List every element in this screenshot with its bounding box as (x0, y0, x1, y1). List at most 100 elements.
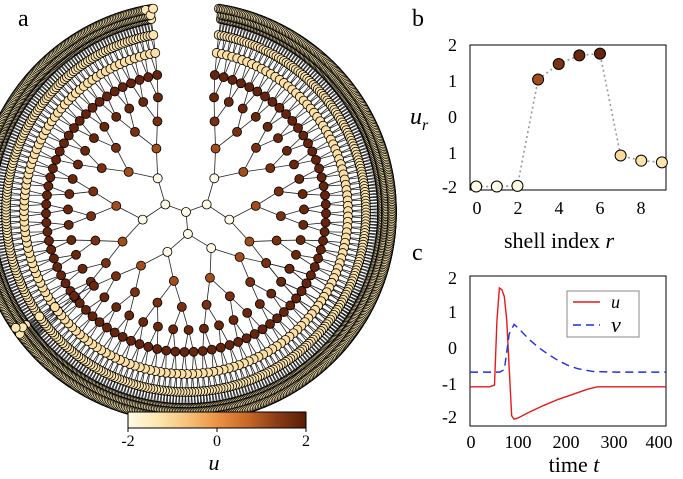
tree-node (63, 204, 73, 215)
tree-node (318, 235, 328, 246)
tree-node (260, 91, 270, 102)
tree-node (134, 75, 145, 85)
tree-node (234, 252, 245, 262)
tree-node (224, 214, 235, 225)
tree-node (281, 109, 291, 119)
tree-node (170, 346, 181, 357)
tree-node (297, 189, 308, 199)
tree-node (245, 277, 256, 287)
tree-edge (116, 205, 143, 220)
tree-node (111, 302, 122, 313)
tree-node (233, 337, 244, 347)
tree-node (305, 270, 316, 281)
tree-node (215, 342, 226, 353)
tree-node (238, 166, 249, 177)
tree-nodes (0, 3, 397, 423)
tree-node (102, 91, 112, 102)
tree-node (80, 145, 91, 156)
tree-node (150, 48, 161, 58)
tree-node (227, 75, 238, 85)
tree-node (153, 92, 163, 103)
tree-node (74, 115, 85, 126)
tree-node (74, 298, 85, 309)
tree-node (183, 229, 193, 239)
tree-node (319, 226, 330, 237)
tree-node (124, 103, 135, 114)
tree-node (314, 163, 324, 174)
tree-node (46, 244, 57, 255)
tree-node (168, 324, 179, 335)
tree-node (162, 246, 173, 257)
tree-node (276, 276, 287, 287)
tree-edge (214, 171, 244, 179)
tree-node (224, 291, 235, 302)
tree-edge (122, 219, 143, 242)
tree-node (73, 159, 83, 170)
tree-node (52, 262, 63, 272)
tree-node (34, 311, 45, 322)
tree-node (109, 327, 120, 338)
tree-node (206, 243, 217, 253)
tree-node (88, 186, 99, 197)
tree-node (130, 287, 140, 298)
tree-node (320, 199, 331, 210)
tree-node (152, 344, 163, 354)
tree-edge (156, 148, 159, 179)
tree-node (123, 166, 134, 177)
tree-node (94, 96, 105, 107)
tree-node (236, 78, 246, 89)
tree-node (44, 235, 54, 246)
tree-node (276, 211, 286, 222)
tree-node (303, 138, 313, 149)
tree-node (257, 324, 268, 335)
tree-node (249, 329, 260, 339)
tree-node (284, 263, 295, 274)
tree-node (143, 341, 154, 352)
tree-node (117, 331, 128, 342)
tree-node (214, 320, 224, 331)
tree-node (111, 271, 121, 282)
tree-node (273, 133, 283, 144)
tree-node (89, 133, 99, 144)
tree-node (94, 317, 105, 328)
tree-node (49, 253, 59, 264)
tree-node (89, 280, 99, 291)
tree-node (289, 159, 299, 170)
tree-edge (229, 205, 256, 220)
tree-node (201, 299, 212, 310)
tree-node (179, 347, 190, 357)
tree-node (197, 346, 208, 356)
tree-node (298, 130, 309, 141)
tree-node (41, 217, 52, 228)
tree-node (152, 116, 163, 127)
tree-node (152, 70, 163, 80)
tree-node (67, 174, 78, 184)
tree-node (41, 208, 51, 219)
tree-node (87, 102, 98, 113)
tree-node (152, 173, 163, 184)
tree-node (134, 339, 145, 349)
tree-node (117, 236, 128, 247)
tree-node (152, 297, 163, 308)
tree-node (199, 323, 209, 334)
tree-node (254, 299, 265, 309)
tree-node (100, 258, 111, 268)
tree-node (181, 207, 191, 217)
tree-node (251, 142, 261, 153)
tree-node (43, 181, 54, 192)
tree-node (151, 143, 162, 154)
tree-node (111, 142, 121, 153)
tree-node (126, 78, 136, 89)
tree-node (124, 310, 135, 321)
tree-node (137, 214, 148, 225)
tree-node (320, 190, 330, 201)
tree-node (60, 278, 71, 289)
tree-node (138, 97, 149, 107)
tree-node (77, 263, 88, 274)
tree-node (143, 72, 154, 83)
tree-node (99, 292, 110, 303)
tree-node (176, 302, 187, 312)
tree-node (313, 253, 323, 264)
tree-node (279, 307, 289, 317)
tree-node (66, 235, 77, 245)
